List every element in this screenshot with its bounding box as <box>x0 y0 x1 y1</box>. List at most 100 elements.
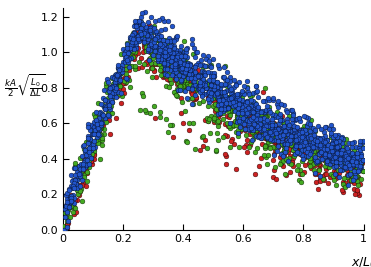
Point <box>188 90 194 95</box>
Point <box>167 61 173 65</box>
Point <box>141 39 147 43</box>
Point <box>246 106 252 110</box>
Point <box>277 134 283 139</box>
Point <box>64 225 70 229</box>
Point <box>306 150 312 154</box>
Point <box>144 36 150 40</box>
Point <box>168 81 174 85</box>
Point <box>223 107 229 112</box>
Point <box>244 99 250 103</box>
Point <box>322 134 328 138</box>
Point <box>340 151 346 155</box>
Point <box>262 99 268 103</box>
Point <box>162 38 168 42</box>
Point <box>298 129 304 134</box>
Point <box>280 159 286 163</box>
Point <box>292 138 298 142</box>
Point <box>98 125 104 129</box>
Point <box>243 132 249 137</box>
Point <box>255 121 261 126</box>
Point <box>270 140 276 144</box>
Point <box>316 144 322 148</box>
Point <box>353 159 359 164</box>
Point <box>109 100 115 104</box>
Point <box>151 49 157 53</box>
Point <box>270 123 276 127</box>
Point <box>138 20 144 25</box>
Point <box>188 76 194 80</box>
Point <box>249 130 255 134</box>
Point <box>235 112 241 116</box>
Point <box>183 78 189 83</box>
Point <box>246 119 252 123</box>
Point <box>307 122 313 127</box>
Point <box>89 146 95 150</box>
Point <box>354 163 360 168</box>
Point <box>173 51 179 55</box>
Point <box>331 178 336 182</box>
Point <box>207 88 213 92</box>
Point <box>303 125 309 129</box>
Point <box>241 100 247 104</box>
Point <box>339 166 345 170</box>
Point <box>109 75 115 79</box>
Point <box>66 205 72 210</box>
Point <box>98 117 104 121</box>
Point <box>102 98 108 103</box>
Point <box>333 163 339 168</box>
Point <box>179 100 185 104</box>
Point <box>249 128 255 132</box>
Point <box>249 109 255 113</box>
Point <box>199 77 205 82</box>
Point <box>319 157 325 161</box>
Point <box>203 64 209 68</box>
Point <box>129 30 135 35</box>
Point <box>236 117 242 121</box>
Point <box>106 93 112 97</box>
Point <box>81 175 87 179</box>
Point <box>217 99 223 103</box>
Point <box>280 125 286 129</box>
Text: $\frac{kA}{2}\sqrt{\frac{L_0}{\Delta L}}$: $\frac{kA}{2}\sqrt{\frac{L_0}{\Delta L}}… <box>4 72 46 99</box>
Point <box>224 114 230 119</box>
Point <box>264 118 270 123</box>
Point <box>305 135 311 139</box>
Point <box>242 113 248 117</box>
Point <box>185 62 191 66</box>
Point <box>293 143 299 147</box>
Point <box>77 183 83 187</box>
Point <box>212 90 218 95</box>
Point <box>345 163 351 167</box>
Point <box>339 135 345 139</box>
Point <box>193 75 199 79</box>
Point <box>345 148 351 153</box>
Point <box>197 86 203 91</box>
Point <box>118 101 124 105</box>
Point <box>252 104 258 108</box>
Point <box>336 142 342 147</box>
Point <box>171 62 177 66</box>
Point <box>204 146 210 150</box>
Point <box>224 78 230 82</box>
Point <box>263 131 269 135</box>
Point <box>332 164 338 168</box>
Point <box>327 162 333 166</box>
Point <box>139 11 145 15</box>
Point <box>278 127 284 132</box>
Point <box>121 60 127 65</box>
Point <box>204 116 210 120</box>
Point <box>202 118 208 122</box>
Point <box>257 133 263 138</box>
Point <box>137 22 142 26</box>
Point <box>351 140 357 144</box>
Point <box>310 126 316 130</box>
Point <box>193 86 199 90</box>
Point <box>357 167 362 171</box>
Point <box>293 117 299 121</box>
Point <box>290 143 296 147</box>
Point <box>307 135 313 139</box>
Point <box>85 125 91 129</box>
Point <box>352 156 358 160</box>
Point <box>187 62 193 66</box>
Point <box>251 114 257 118</box>
